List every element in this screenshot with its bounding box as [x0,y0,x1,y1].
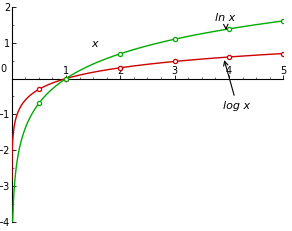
Text: ln x: ln x [215,13,236,29]
Text: x: x [91,39,98,49]
Text: log x: log x [223,61,251,111]
Text: 0: 0 [1,64,7,74]
